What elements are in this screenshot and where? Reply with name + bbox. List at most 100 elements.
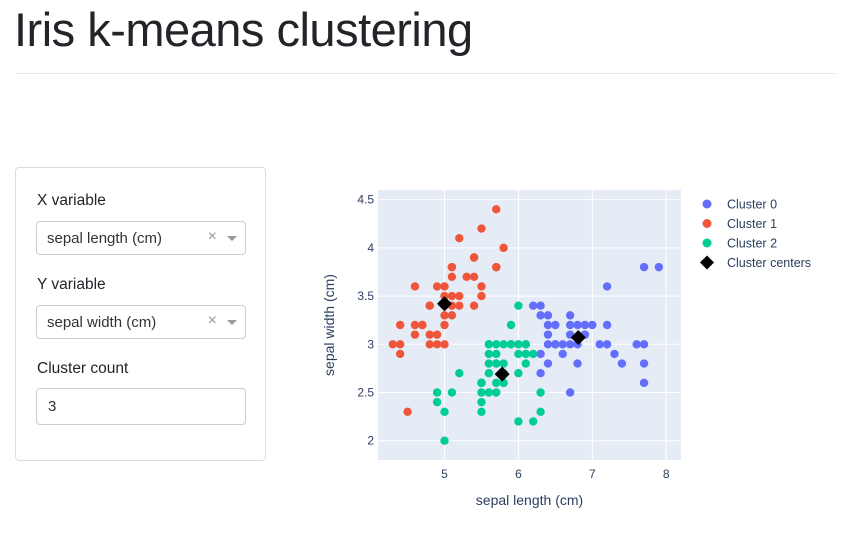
cluster-1-point[interactable] — [440, 311, 449, 320]
cluster-0-point[interactable] — [536, 301, 545, 310]
chevron-down-icon[interactable] — [227, 236, 237, 241]
cluster-1-point[interactable] — [440, 282, 449, 291]
cluster-2-point[interactable] — [484, 369, 494, 378]
cluster-2-point[interactable] — [432, 397, 442, 407]
cluster-1-point[interactable] — [455, 234, 464, 243]
cluster-1-point[interactable] — [418, 320, 427, 330]
cluster-2-point[interactable] — [536, 388, 545, 397]
cluster-1-point[interactable] — [499, 243, 508, 253]
cluster-2-point[interactable] — [447, 388, 457, 397]
cluster-0-point[interactable] — [639, 378, 649, 388]
cluster-2-point[interactable] — [506, 340, 516, 349]
cluster-2-point[interactable] — [499, 340, 508, 349]
cluster-0-point[interactable] — [573, 320, 582, 330]
cluster-0-point[interactable] — [595, 340, 604, 349]
cluster-1-point[interactable] — [395, 340, 405, 349]
cluster-0-point[interactable] — [536, 311, 545, 320]
cluster-0-point[interactable] — [543, 330, 553, 339]
cluster-0-point[interactable] — [580, 320, 590, 330]
cluster-1-point[interactable] — [440, 340, 449, 349]
cluster-0-point[interactable] — [602, 320, 612, 330]
x-variable-select[interactable]: sepal length (cm) × — [36, 221, 246, 255]
cluster-1-point[interactable] — [432, 340, 442, 349]
cluster-0-point[interactable] — [588, 320, 597, 330]
cluster-0-point[interactable] — [536, 369, 545, 378]
cluster-count-input[interactable] — [36, 388, 246, 425]
cluster-1-point[interactable] — [410, 320, 420, 330]
cluster-1-point[interactable] — [462, 272, 471, 281]
cluster-1-point[interactable] — [425, 340, 434, 349]
cluster-2-point[interactable] — [521, 349, 531, 359]
cluster-0-point[interactable] — [528, 301, 538, 310]
cluster-1-point[interactable] — [410, 330, 420, 339]
cluster-1-point[interactable] — [469, 253, 479, 262]
cluster-0-point[interactable] — [639, 262, 649, 272]
cluster-2-point[interactable] — [528, 349, 538, 359]
cluster-1-point[interactable] — [403, 407, 412, 416]
cluster-0-point[interactable] — [543, 320, 553, 330]
cluster-1-point[interactable] — [440, 291, 449, 301]
cluster-1-point[interactable] — [447, 272, 457, 281]
cluster-0-point[interactable] — [632, 340, 641, 349]
cluster-center-marker[interactable] — [570, 330, 586, 346]
cluster-2-point[interactable] — [514, 417, 523, 426]
cluster-0-point[interactable] — [551, 340, 560, 349]
legend-item-cluster-centers[interactable]: Cluster centers — [700, 255, 811, 271]
cluster-1-point[interactable] — [447, 262, 457, 272]
cluster-2-point[interactable] — [484, 359, 494, 368]
scatter-chart[interactable]: 5 6 7 8 2 2.5 3 3.5 4 4.5 sepal length (cm) sepa… — [300, 170, 840, 510]
cluster-2-point[interactable] — [521, 359, 531, 368]
chevron-down-icon[interactable] — [227, 320, 237, 325]
cluster-2-point[interactable] — [492, 359, 501, 368]
cluster-0-point[interactable] — [573, 359, 582, 368]
cluster-1-point[interactable] — [447, 311, 457, 320]
cluster-1-point[interactable] — [477, 291, 486, 301]
cluster-1-point[interactable] — [469, 272, 479, 281]
cluster-2-point[interactable] — [492, 349, 501, 359]
cluster-2-point[interactable] — [514, 349, 523, 359]
cluster-0-point[interactable] — [543, 311, 553, 320]
cluster-center-marker[interactable] — [437, 296, 453, 312]
cluster-1-point[interactable] — [477, 282, 486, 291]
cluster-0-point[interactable] — [654, 262, 664, 272]
cluster-0-point[interactable] — [565, 340, 575, 349]
cluster-1-point[interactable] — [469, 301, 479, 310]
cluster-1-point[interactable] — [455, 301, 464, 310]
cluster-2-point[interactable] — [492, 388, 501, 397]
cluster-1-point[interactable] — [395, 349, 405, 359]
cluster-0-point[interactable] — [543, 359, 553, 368]
cluster-1-point[interactable] — [492, 262, 501, 272]
cluster-0-point[interactable] — [565, 388, 575, 397]
cluster-2-point[interactable] — [484, 388, 494, 397]
cluster-0-point[interactable] — [602, 282, 612, 291]
cluster-2-point[interactable] — [492, 378, 501, 388]
cluster-2-point[interactable] — [477, 378, 486, 388]
cluster-2-point[interactable] — [484, 340, 494, 349]
cluster-0-point[interactable] — [558, 349, 567, 359]
cluster-2-point[interactable] — [440, 407, 449, 416]
cluster-0-point[interactable] — [602, 340, 612, 349]
cluster-2-point[interactable] — [492, 340, 501, 349]
cluster-1-point[interactable] — [455, 291, 464, 301]
cluster-2-point[interactable] — [455, 369, 464, 378]
clear-y-icon[interactable]: × — [207, 312, 217, 329]
cluster-2-point[interactable] — [521, 340, 531, 349]
legend-item-cluster-1[interactable]: Cluster 1 — [702, 217, 778, 231]
cluster-2-point[interactable] — [514, 301, 523, 310]
cluster-1-point[interactable] — [410, 282, 420, 291]
legend-item-cluster-0[interactable]: Cluster 0 — [702, 198, 778, 212]
cluster-0-point[interactable] — [639, 359, 649, 368]
cluster-2-point[interactable] — [506, 320, 516, 330]
cluster-2-point[interactable] — [477, 388, 486, 397]
cluster-0-point[interactable] — [551, 320, 560, 330]
cluster-0-point[interactable] — [617, 359, 627, 368]
clear-x-icon[interactable]: × — [207, 228, 217, 245]
cluster-2-point[interactable] — [477, 397, 486, 407]
cluster-2-point[interactable] — [499, 359, 508, 368]
cluster-2-point[interactable] — [528, 417, 538, 426]
cluster-1-point[interactable] — [425, 330, 434, 339]
cluster-1-point[interactable] — [492, 205, 501, 214]
cluster-2-point[interactable] — [514, 340, 523, 349]
cluster-2-point[interactable] — [536, 407, 545, 416]
cluster-1-point[interactable] — [425, 301, 434, 310]
